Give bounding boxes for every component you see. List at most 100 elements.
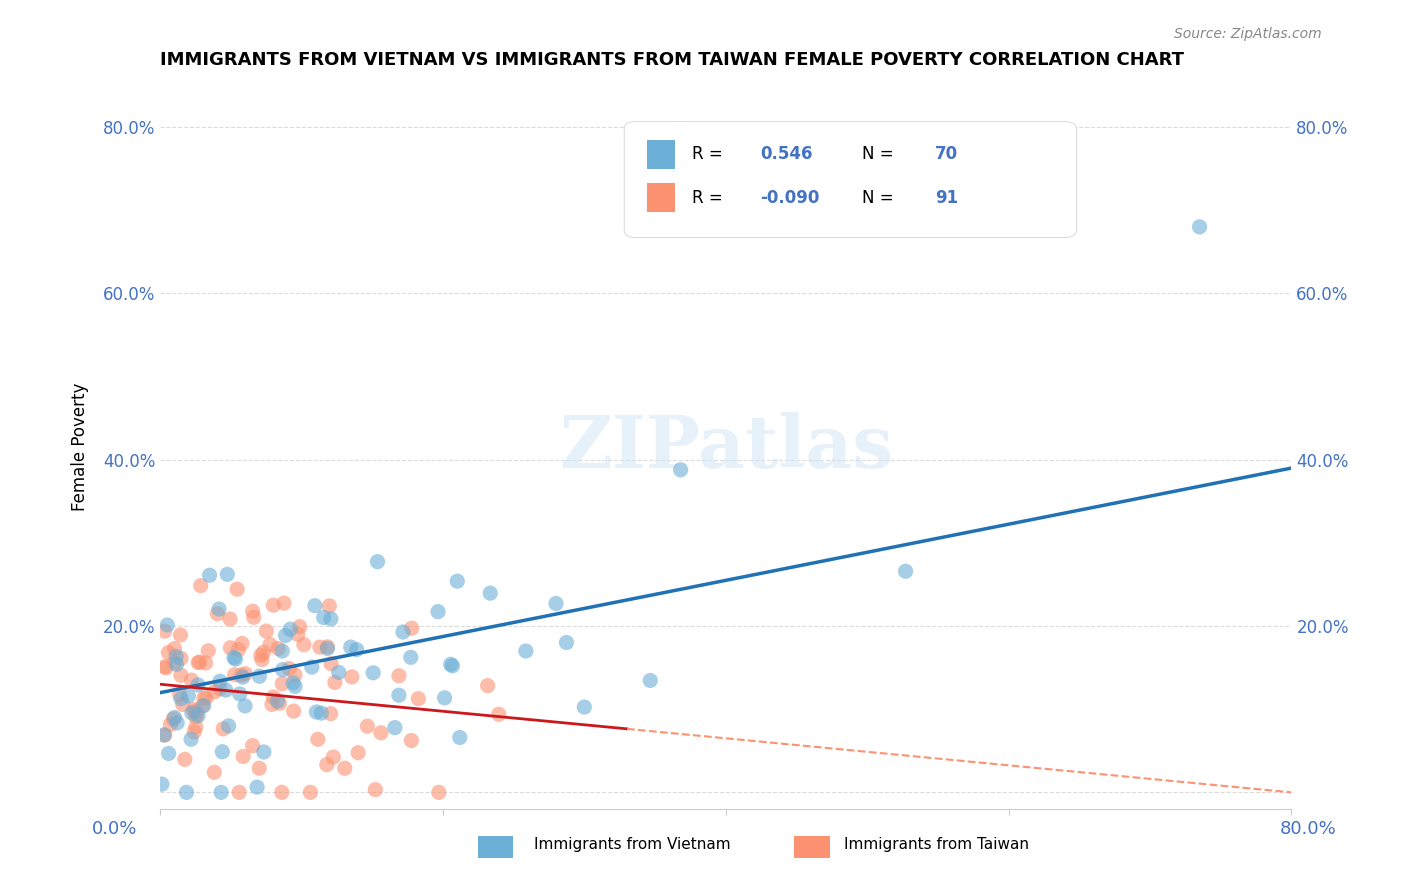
Point <box>555 635 578 649</box>
Point <box>187 656 209 670</box>
Point <box>479 586 502 600</box>
Point <box>208 681 231 696</box>
Y-axis label: Female Poverty: Female Poverty <box>72 383 89 511</box>
Point <box>150 777 173 791</box>
Point <box>254 624 277 638</box>
Point <box>446 574 468 589</box>
Point <box>207 607 229 621</box>
Point <box>183 702 205 716</box>
Point <box>228 642 250 657</box>
FancyBboxPatch shape <box>624 121 1077 237</box>
Point <box>319 657 342 671</box>
Point <box>441 658 464 673</box>
Point <box>219 612 242 626</box>
Point <box>262 690 284 704</box>
Point <box>224 667 246 681</box>
Text: -0.090: -0.090 <box>759 188 820 207</box>
Point <box>229 687 252 701</box>
Point <box>283 704 305 718</box>
Point <box>157 747 180 761</box>
Point <box>180 732 202 747</box>
Point <box>271 644 294 658</box>
Point <box>488 707 510 722</box>
Point <box>370 725 392 739</box>
Point <box>283 676 305 690</box>
Point <box>242 604 264 618</box>
Point <box>173 752 195 766</box>
Point <box>224 652 246 666</box>
Text: 0.0%: 0.0% <box>91 820 136 838</box>
Point <box>401 733 423 747</box>
Bar <box>647 183 675 212</box>
Point <box>515 644 537 658</box>
Point <box>288 620 311 634</box>
Bar <box>647 140 675 169</box>
Point <box>427 785 450 799</box>
Point <box>304 599 326 613</box>
Point <box>292 638 315 652</box>
Point <box>669 463 692 477</box>
Point <box>318 599 340 613</box>
Point <box>218 719 240 733</box>
Point <box>231 668 253 682</box>
Point <box>165 649 187 664</box>
Point <box>183 725 205 739</box>
Point <box>384 721 406 735</box>
Point <box>228 785 250 799</box>
Point <box>163 656 186 670</box>
Point <box>316 641 339 656</box>
Point <box>193 691 215 706</box>
Point <box>232 670 254 684</box>
Point <box>477 679 499 693</box>
Point <box>319 612 342 626</box>
Text: 70: 70 <box>935 145 959 163</box>
Point <box>252 645 274 659</box>
Point <box>211 745 233 759</box>
Point <box>269 696 291 710</box>
Point <box>319 706 342 721</box>
Text: 91: 91 <box>935 188 959 207</box>
Point <box>249 669 271 683</box>
Text: Immigrants from Taiwan: Immigrants from Taiwan <box>844 838 1029 852</box>
Point <box>159 717 181 731</box>
Point <box>233 666 256 681</box>
Point <box>184 710 207 724</box>
Point <box>366 555 388 569</box>
Point <box>233 698 256 713</box>
Point <box>232 749 254 764</box>
Point <box>153 659 176 673</box>
Point <box>356 719 378 733</box>
Point <box>177 689 200 703</box>
Point <box>231 636 253 650</box>
Point <box>427 605 450 619</box>
Point <box>392 625 415 640</box>
Text: R =: R = <box>692 145 723 163</box>
Point <box>322 750 344 764</box>
Point <box>259 638 281 652</box>
Point <box>172 698 194 712</box>
Point <box>340 670 363 684</box>
Point <box>176 785 198 799</box>
Point <box>215 683 238 698</box>
Point <box>180 673 202 687</box>
Point <box>574 700 596 714</box>
Point <box>208 674 231 689</box>
Point <box>315 757 337 772</box>
Point <box>308 640 330 654</box>
Point <box>311 706 333 720</box>
Text: N =: N = <box>862 145 893 163</box>
Point <box>401 621 423 635</box>
Point <box>284 668 307 682</box>
Text: ZIPatlas: ZIPatlas <box>560 412 893 483</box>
Point <box>217 567 239 582</box>
Point <box>186 706 208 720</box>
Point <box>271 663 294 677</box>
Point <box>162 712 184 726</box>
Point <box>544 597 567 611</box>
Text: 80.0%: 80.0% <box>1279 820 1336 838</box>
Point <box>449 731 471 745</box>
Point <box>156 618 179 632</box>
Text: Immigrants from Vietnam: Immigrants from Vietnam <box>534 838 731 852</box>
Point <box>312 610 335 624</box>
Point <box>202 765 225 780</box>
